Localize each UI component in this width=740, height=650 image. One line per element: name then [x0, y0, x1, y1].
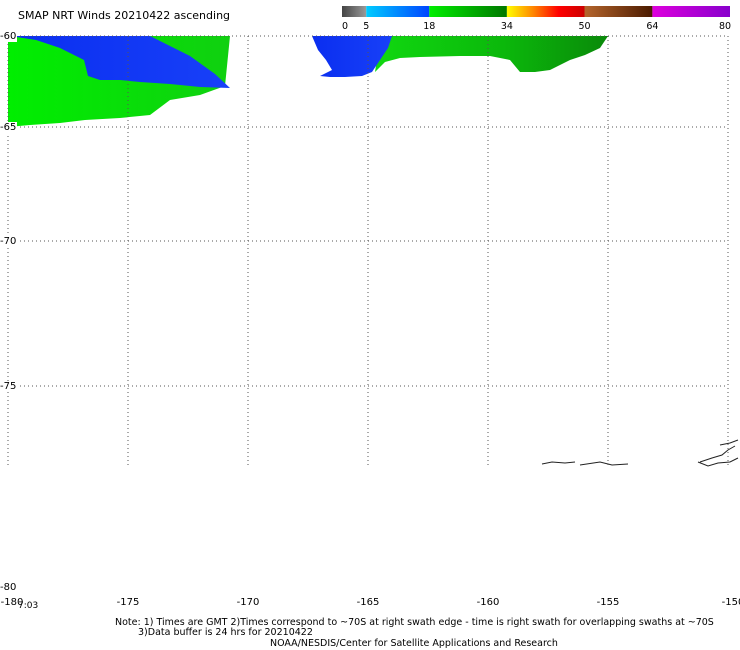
colorbar-segment [366, 6, 430, 17]
swath-right-green [375, 36, 608, 72]
graticule [7, 35, 729, 466]
coastline [541, 439, 739, 467]
footnote-line-2: 3)Data buffer is 24 hrs for 20210422 [138, 627, 313, 638]
colorbar-segment [584, 6, 653, 17]
swath-left-blue [8, 36, 230, 88]
wind-speed-colorbar [342, 6, 730, 17]
colorbar-segment [652, 6, 730, 17]
longitude-label: -165 [356, 597, 380, 608]
colorbar-segment [342, 6, 367, 17]
swath-right-blue [312, 36, 392, 77]
swath-left-green-edge [8, 44, 14, 70]
latitude-label: -75 [0, 381, 18, 392]
footnote-line-3: NOAA/NESDIS/Center for Satellite Applica… [270, 638, 558, 649]
map-title: SMAP NRT Winds 20210422 ascending [18, 9, 231, 22]
colorbar-segment [429, 6, 507, 17]
colorbar-tick-label: 0 [341, 21, 349, 32]
colorbar-tick-label: 18 [423, 21, 436, 32]
colorbar-segment [506, 6, 585, 17]
colorbar-tick-label: 5 [363, 21, 370, 32]
latitude-label: -70 [0, 236, 18, 247]
latitude-label: -65 [0, 122, 18, 133]
colorbar-tick-label: 34 [500, 21, 513, 32]
longitude-label: -150 [721, 597, 740, 608]
colorbar-tick-label: 50 [578, 21, 591, 32]
latitude-label: -60 [0, 31, 18, 42]
longitude-label: -175 [116, 597, 140, 608]
longitude-label: -155 [596, 597, 620, 608]
longitude-label: -170 [236, 597, 260, 608]
swath-time-label: 7:03 [18, 601, 39, 611]
footnote-line-1: Note: 1) Times are GMT 2)Times correspon… [115, 617, 714, 628]
latitude-label: -80 [0, 582, 18, 593]
longitude-label: -180 [0, 597, 24, 608]
longitude-label: -160 [476, 597, 500, 608]
colorbar-tick-label: 80 [718, 21, 732, 32]
colorbar-tick-label: 64 [646, 21, 659, 32]
